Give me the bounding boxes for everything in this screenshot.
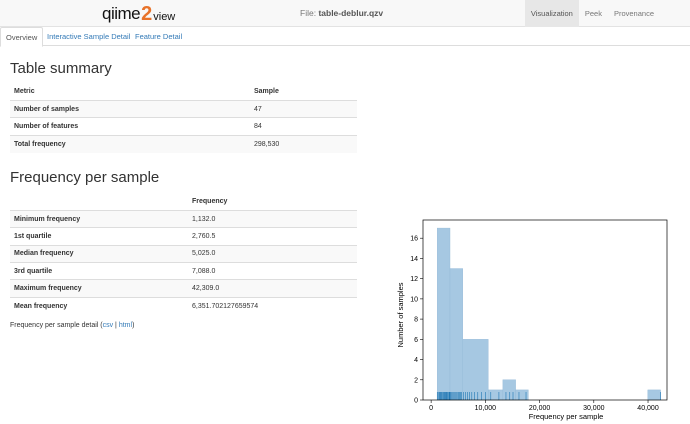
frequency-histogram: 0 10,000 20,000 30,000 40,000 0 2 4 6 8 10 12 14 16 F…: [396, 219, 668, 421]
row-value: 7,088.0: [188, 262, 357, 280]
table-row: Number of samples 47: [10, 99, 357, 118]
histogram-bar: [502, 379, 516, 401]
table-row: Mean frequency 6,351.702127659574: [10, 296, 357, 315]
top-navbar: qiime 2 view File: table-deblur.qzv Visu…: [0, 0, 690, 27]
column-header-metric: Metric: [10, 83, 250, 101]
x-tick-label: 10,000: [475, 405, 497, 412]
x-tick-label: 40,000: [637, 405, 659, 412]
detail-separator: |: [113, 322, 119, 329]
nav-menu: Visualization Peek Provenance: [524, 0, 660, 27]
histogram-bar: [488, 389, 504, 401]
table-summary-table: Metric Sample Number of samples 47 Numbe…: [10, 83, 357, 153]
table-row: Total frequency 298,530: [10, 134, 357, 153]
row-label: Minimum frequency: [10, 209, 188, 228]
row-value: 47: [250, 99, 357, 118]
table-row: Minimum frequency 1,132.0: [10, 209, 357, 228]
column-header-frequency: Frequency: [188, 193, 357, 211]
row-label: 1st quartile: [10, 227, 188, 246]
histogram-bar: [462, 339, 489, 401]
file-name: table-deblur.qzv: [318, 8, 384, 18]
file-title: File: table-deblur.qzv: [300, 8, 383, 18]
qiime2-view-logo[interactable]: qiime 2 view: [102, 4, 175, 24]
row-value: 84: [250, 117, 357, 136]
table-row: 3rd quartile 7,088.0: [10, 262, 357, 280]
detail-prefix: Frequency per sample detail (: [10, 322, 103, 329]
x-tick-label: 30,000: [583, 405, 605, 412]
y-tick-label: 12: [410, 276, 418, 283]
tab-feature-detail[interactable]: Feature Detail: [135, 32, 183, 41]
row-label: Maximum frequency: [10, 279, 188, 298]
row-label: Number of features: [10, 117, 250, 136]
histogram-bar: [515, 389, 529, 401]
histogram-bar: [449, 268, 463, 401]
y-axis-label: Number of samples: [396, 282, 405, 347]
nav-item-provenance[interactable]: Provenance: [613, 9, 654, 18]
row-label: Number of samples: [10, 99, 250, 118]
frequency-per-sample-table: Frequency Minimum frequency 1,132.0 1st …: [10, 193, 357, 315]
x-axis-label: Frequency per sample: [529, 412, 604, 421]
file-label: File:: [300, 8, 317, 18]
x-tick-label: 0: [429, 405, 433, 412]
x-tick-label: 20,000: [529, 405, 551, 412]
row-value: 1,132.0: [188, 209, 357, 228]
column-header-blank: [10, 193, 188, 211]
y-tick-label: 6: [414, 337, 418, 344]
html-link[interactable]: html: [118, 322, 133, 329]
table-row: 1st quartile 2,760.5: [10, 227, 357, 246]
logo-qiime-text: qiime: [102, 4, 141, 23]
table-row: Number of features 84: [10, 117, 357, 136]
csv-link[interactable]: csv: [102, 322, 114, 329]
y-tick-label: 10: [410, 296, 418, 303]
y-tick-label: 14: [410, 256, 418, 263]
frequency-per-sample-heading: Frequency per sample: [10, 169, 160, 186]
row-value: 6,351.702127659574: [188, 296, 357, 315]
y-tick-label: 0: [414, 398, 418, 405]
table-row: Median frequency 5,025.0: [10, 244, 357, 263]
detail-suffix: ): [132, 322, 135, 329]
y-tick-label: 4: [414, 357, 418, 364]
table-row: Maximum frequency 42,309.0: [10, 279, 357, 298]
row-label: Total frequency: [10, 134, 250, 153]
row-value: 42,309.0: [188, 279, 357, 298]
table-header-row: Metric Sample: [10, 83, 357, 101]
row-label: Median frequency: [10, 244, 188, 263]
row-value: 298,530: [250, 134, 357, 153]
frequency-detail-links: Frequency per sample detail (csv | html): [10, 322, 134, 329]
y-tick-label: 2: [414, 377, 418, 384]
table-header-row: Frequency: [10, 193, 357, 211]
nav-item-peek[interactable]: Peek: [584, 9, 602, 18]
row-label: Mean frequency: [10, 296, 188, 315]
tab-bar: Overview Interactive Sample Detail Featu…: [0, 27, 690, 47]
logo-view-text: view: [153, 10, 176, 23]
row-value: 2,760.5: [188, 227, 357, 246]
table-summary-heading: Table summary: [10, 60, 112, 77]
histogram-bar: [437, 227, 451, 401]
row-value: 5,025.0: [188, 244, 357, 263]
y-tick-label: 16: [410, 236, 418, 243]
histogram-bar: [647, 389, 661, 401]
nav-item-visualization[interactable]: Visualization: [524, 0, 579, 27]
row-label: 3rd quartile: [10, 262, 188, 280]
logo-2-text: 2: [141, 3, 153, 25]
y-tick-label: 8: [414, 317, 418, 324]
tab-interactive-sample-detail[interactable]: Interactive Sample Detail: [47, 32, 131, 41]
plot-frame: [422, 219, 668, 401]
column-header-sample: Sample: [250, 83, 357, 101]
tab-overview[interactable]: Overview: [0, 27, 44, 47]
